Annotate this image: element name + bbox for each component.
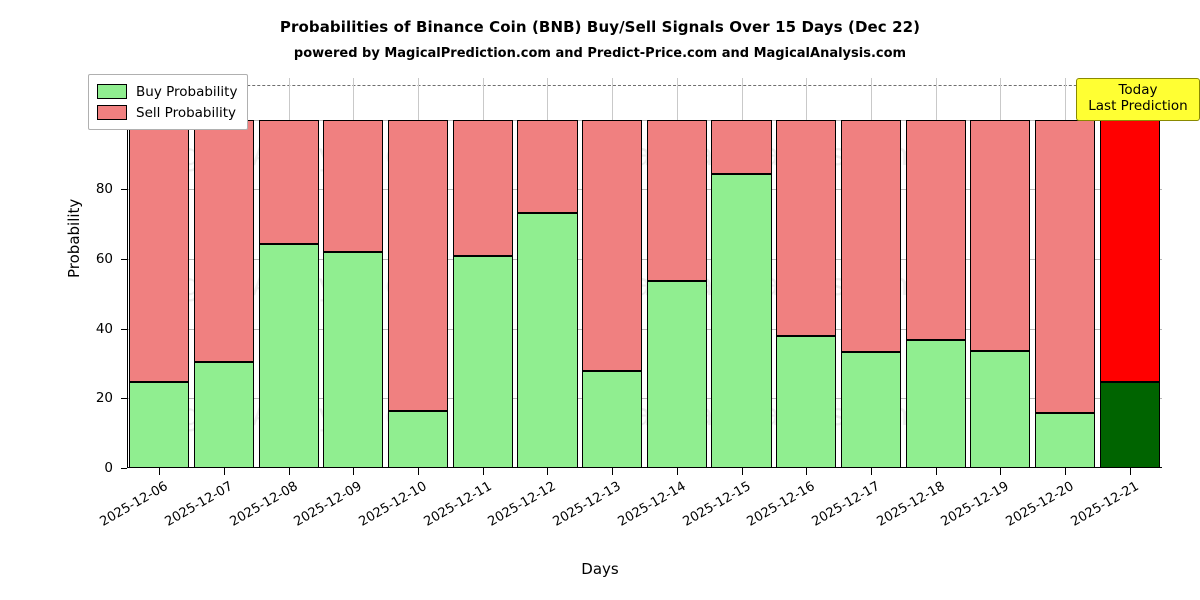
bar-segment-buy[interactable] xyxy=(258,243,319,468)
legend-label-sell: Sell Probability xyxy=(136,104,237,121)
bar-segment-buy[interactable] xyxy=(388,410,449,468)
x-tick-mark xyxy=(353,468,355,475)
chart-title: Probabilities of Binance Coin (BNB) Buy/… xyxy=(279,18,921,36)
bar-segment-sell[interactable] xyxy=(258,119,319,244)
bar-segment-buy[interactable] xyxy=(840,351,901,468)
bar-segment-sell[interactable] xyxy=(970,119,1031,351)
bar-segment-sell[interactable] xyxy=(776,119,837,336)
y-tick-mark xyxy=(121,328,127,330)
bar-stack[interactable] xyxy=(970,78,1031,468)
bar-segment-sell[interactable] xyxy=(193,119,255,362)
x-tick-mark xyxy=(418,468,420,475)
bar-segment-buy[interactable] xyxy=(905,339,966,468)
bar-stack[interactable] xyxy=(840,78,901,468)
bar-stack[interactable] xyxy=(905,78,966,468)
bar-stack[interactable] xyxy=(129,78,190,468)
reference-line xyxy=(127,84,1162,86)
x-tick-mark xyxy=(1000,468,1002,475)
legend-swatch-sell xyxy=(97,105,127,120)
y-tick-mark xyxy=(121,468,127,469)
bar-stack[interactable] xyxy=(452,78,513,468)
y-tick-label: 60 xyxy=(95,251,113,268)
x-tick-mark xyxy=(741,468,743,475)
y-tick-label: 20 xyxy=(95,390,113,407)
x-tick-mark xyxy=(676,468,678,475)
y-tick-mark xyxy=(121,259,127,261)
bar-stack[interactable] xyxy=(388,78,449,468)
x-tick-mark xyxy=(159,468,161,475)
x-tick-mark xyxy=(547,468,549,475)
y-tick-mark xyxy=(121,189,127,191)
bar-stack[interactable] xyxy=(582,78,643,468)
bar-stack[interactable] xyxy=(646,78,707,468)
today-annotation-line2: Last Prediction xyxy=(1088,97,1188,114)
x-tick-mark xyxy=(482,468,484,475)
x-tick-mark xyxy=(1129,468,1131,475)
x-tick-mark xyxy=(870,468,872,475)
x-tick-mark xyxy=(224,468,226,475)
bar-segment-sell[interactable] xyxy=(1099,119,1160,382)
bar-segment-sell[interactable] xyxy=(1034,119,1096,413)
x-tick-mark xyxy=(1064,468,1066,475)
today-annotation: Today Last Prediction xyxy=(1076,78,1200,121)
legend-swatch-buy xyxy=(97,84,127,99)
y-gridline xyxy=(127,328,1162,330)
x-tick-mark xyxy=(806,468,808,475)
y-tick-mark xyxy=(121,398,127,400)
bar-segment-sell[interactable] xyxy=(517,119,578,213)
bar-segment-buy[interactable] xyxy=(582,370,643,468)
legend-item-buy: Buy Probability xyxy=(97,81,237,102)
chart-legend: Buy Probability Sell Probability xyxy=(88,74,249,130)
y-gridline xyxy=(127,189,1162,191)
bar-segment-buy[interactable] xyxy=(323,252,384,468)
legend-label-buy: Buy Probability xyxy=(136,83,238,100)
x-tick-mark xyxy=(288,468,290,475)
bar-segment-buy[interactable] xyxy=(1099,381,1160,468)
bar-segment-buy[interactable] xyxy=(129,381,190,468)
bar-segment-buy[interactable] xyxy=(646,280,707,468)
bar-stack[interactable] xyxy=(517,78,578,468)
bar-stack[interactable] xyxy=(711,78,772,468)
x-tick-mark xyxy=(612,468,614,475)
today-annotation-line1: Today xyxy=(1118,82,1158,98)
bar-segment-sell[interactable] xyxy=(840,119,901,352)
bar-segment-sell[interactable] xyxy=(646,119,707,281)
bar-segment-sell[interactable] xyxy=(452,119,513,256)
legend-item-sell: Sell Probability xyxy=(97,102,237,123)
bar-stack[interactable] xyxy=(323,78,384,468)
y-tick-label: 80 xyxy=(95,181,113,198)
y-gridline xyxy=(127,398,1162,400)
bar-segment-buy[interactable] xyxy=(776,335,837,468)
x-axis-label: Days xyxy=(581,560,619,578)
x-tick-mark xyxy=(935,468,937,475)
bar-stack[interactable] xyxy=(1034,78,1096,468)
y-gridline xyxy=(127,259,1162,261)
bar-segment-sell[interactable] xyxy=(711,119,772,175)
bar-segment-buy[interactable] xyxy=(517,212,578,468)
bar-stack[interactable] xyxy=(258,78,319,468)
axes-frame xyxy=(127,78,1162,468)
bar-segment-sell[interactable] xyxy=(582,119,643,371)
y-gridline xyxy=(127,119,1162,121)
bar-segment-sell[interactable] xyxy=(129,119,190,382)
bar-segment-buy[interactable] xyxy=(452,255,513,468)
bar-segment-buy[interactable] xyxy=(711,174,772,468)
bar-segment-sell[interactable] xyxy=(905,119,966,340)
bar-stack[interactable] xyxy=(1099,78,1160,468)
bar-stack[interactable] xyxy=(776,78,837,468)
chart-subtitle: powered by MagicalPrediction.com and Pre… xyxy=(293,46,907,61)
y-tick-label: 0 xyxy=(104,460,113,476)
bar-segment-sell[interactable] xyxy=(388,119,449,411)
bar-segment-sell[interactable] xyxy=(323,119,384,253)
y-tick-label: 40 xyxy=(95,320,113,337)
